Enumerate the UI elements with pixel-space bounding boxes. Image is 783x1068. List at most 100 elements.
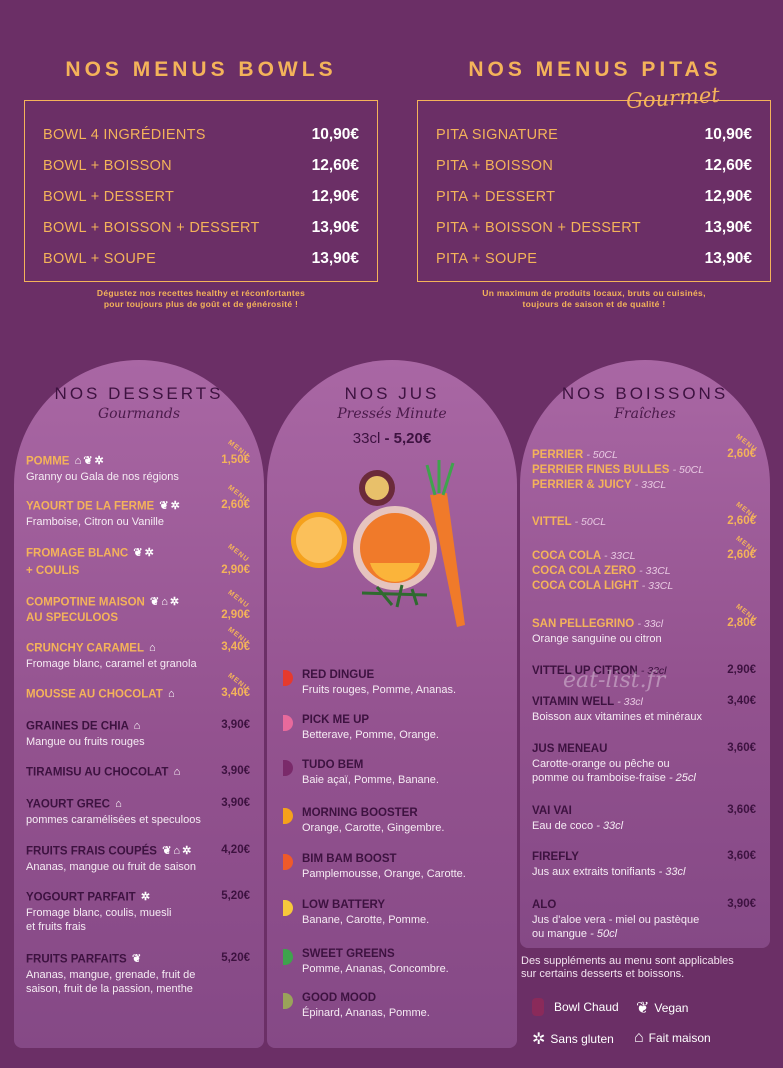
item-name: YAOURT DE LA FERME [26, 500, 155, 513]
dessert-item: POMME ⌂ ❦ ✲ Granny ou Gala de nos régions … [26, 454, 250, 484]
boisson-item: VAI VAI Eau de coco - 33cl 3,60€ [532, 804, 756, 833]
jus-item: TUDO BEM Baie açaï, Pomme, Banane. [283, 758, 507, 787]
legend-label: Vegan [654, 1001, 689, 1015]
item-desc: Framboise, Citron ou Vanille [26, 515, 164, 528]
item-name: FIREFLY [532, 851, 579, 863]
jus-size: 33cl [352, 430, 381, 447]
item-name: VITAMIN WELL [532, 696, 614, 708]
bowls-title: NOS MENUS BOWLS [65, 58, 337, 81]
jus-item: LOW BATTERY Banane, Carotte, Pomme. [283, 898, 507, 927]
item-name: YOGOURT PARFAIT [26, 891, 136, 904]
item-desc: Boisson aux vitamines et minéraux [532, 711, 702, 723]
sans-gluten-icon: ✲ [140, 891, 151, 903]
dessert-item: YAOURT DE LA FERME ❦ ✲ Framboise, Citron … [26, 499, 250, 529]
menu-price: 12,90€ [311, 187, 359, 205]
jus-item: BIM BAM BOOST Pamplemousse, Orange, Caro… [283, 852, 507, 881]
jus-desc: Fruits rouges, Pomme, Ananas. [302, 684, 457, 696]
menu-name: BOWL + SOUPE [43, 250, 157, 267]
item-name: POMME [26, 455, 70, 468]
item-price: 5,20€ [221, 890, 250, 902]
color-dot [283, 900, 293, 916]
jus-name: GOOD MOOD [302, 992, 377, 1004]
item-volume: - 33CL [639, 565, 671, 577]
desserts-title: NOS DESSERTS [54, 384, 224, 403]
menu-name: BOWL + BOISSON [43, 157, 172, 174]
dessert-item: COMPOTINE MAISON ❦ ⌂ ✲ AU SPECULOOS 2,90€ [26, 595, 250, 626]
boissons-subtitle: Fraîches [614, 406, 676, 422]
dessert-item: MOUSSE AU CHOCOLAT ⌂ 3,40€ [26, 687, 250, 703]
item-volume: - 33CL [603, 550, 636, 562]
item-name: SAN PELLEGRINO [532, 618, 635, 630]
menu-row: PITA + SOUPE 13,90€ [436, 243, 752, 274]
tagline-line: Un maximum de produits locaux, bruts ou … [482, 288, 706, 298]
jus-name: BIM BAM BOOST [302, 853, 397, 865]
item-price: 2,90€ [221, 609, 250, 621]
boisson-item: ALO Jus d'aloe vera - miel ou pastèque o… [532, 898, 756, 941]
item-price: 3,40€ [221, 641, 250, 653]
sans-gluten-icon: ✲ [170, 500, 180, 512]
jus-name: TUDO BEM [302, 759, 364, 771]
jus-title: NOS JUS [344, 384, 440, 403]
fait-maison-icon: ⌂ [173, 766, 181, 778]
dessert-item: TIRAMISU AU CHOCOLAT ⌂ 3,90€ [26, 765, 250, 781]
fait-maison-icon: ⌂ [167, 688, 175, 700]
jus-name: SWEET GREENS [302, 948, 395, 960]
desserts-subtitle: Gourmands [97, 406, 181, 422]
juice-illustration [291, 460, 465, 627]
menu-row: PITA + BOISSON 12,60€ [436, 150, 752, 181]
menu-row: BOWL + SOUPE 13,90€ [43, 243, 359, 274]
menu-name: PITA SIGNATURE [436, 126, 559, 143]
menu-row: PITA + DESSERT 12,90€ [436, 181, 752, 212]
dessert-item: FRUITS FRAIS COUPÉS ❦ ⌂ ✲ Ananas, mangue o… [26, 844, 250, 874]
item-name: JUS MENEAU [532, 743, 608, 755]
jus-subtitle: Pressés Minute [337, 406, 447, 422]
desserts-panel: NOS DESSERTS Gourmands POMME ⌂ ❦ ✲ Granny … [14, 360, 264, 1048]
color-dot [283, 760, 293, 776]
item-price: 1,50€ [221, 454, 250, 466]
menu-price: 13,90€ [704, 218, 752, 236]
item-name: VITTEL [532, 516, 572, 528]
jus-desc: Pomme, Ananas, Concombre. [302, 963, 449, 975]
item-price: 3,90€ [221, 797, 250, 809]
item-name: COCA COLA [532, 550, 601, 562]
boisson-item: SAN PELLEGRINO - 33cl Orange sanguine ou… [532, 617, 756, 646]
item-volume: - 33cl [637, 618, 664, 630]
item-name-line2: AU SPECULOOS [26, 611, 119, 624]
item-volume: - 50CL [672, 464, 705, 476]
watermark: eat-list.fr [563, 668, 666, 693]
jus-desc: Orange, Carotte, Gingembre. [302, 822, 445, 834]
boisson-item: VITAMIN WELL - 33cl Boisson aux vitamine… [532, 695, 756, 724]
menu-row: BOWL + DESSERT 12,90€ [43, 181, 359, 212]
fait-maison-icon: ⌂ [173, 845, 181, 857]
item-name: COMPOTINE MAISON [26, 596, 145, 609]
carrot-icon [430, 493, 465, 627]
item-desc: Mangue ou fruits rouges [26, 735, 145, 748]
vegan-icon: ❦ [83, 455, 93, 467]
dessert-item: FRUITS PARFAITS ❦ Ananas, mangue, grenad… [26, 952, 250, 996]
menu-name: BOWL 4 INGRÉDIENTS [43, 126, 206, 143]
boisson-item: VITTEL - 50CL 2,60€ [532, 515, 756, 530]
item-desc: Orange sanguine ou citron [532, 633, 662, 645]
tagline-line: pour toujours plus de goût et de généros… [103, 299, 299, 309]
boisson-group: PERRIER - 50CL PERRIER FINES BULLES - 50… [532, 448, 756, 493]
menu-price: 13,90€ [311, 218, 359, 236]
jus-desc: Baie açaï, Pomme, Banane. [302, 774, 439, 786]
item-price: 2,60€ [727, 515, 756, 527]
vegan-icon: ❦ [150, 596, 160, 608]
jus-desc: Banane, Carotte, Pomme. [302, 914, 430, 926]
legend-sans-gluten: ✲ Sans gluten [532, 1029, 614, 1049]
dessert-item: YOGOURT PARFAIT ✲ Fromage blanc, coulis,… [26, 890, 250, 934]
menu-price: 10,90€ [311, 125, 359, 143]
vegan-icon: ❦ [162, 845, 172, 857]
sans-gluten-icon: ✲ [94, 455, 104, 467]
item-name: TIRAMISU AU CHOCOLAT [26, 766, 169, 779]
item-desc: Jus aux extraits tonifiants [532, 866, 656, 878]
item-name: CRUNCHY CARAMEL [26, 642, 144, 655]
legend-label: Bowl Chaud [554, 1000, 619, 1014]
item-desc: Carotte-orange ou pêche ou [532, 758, 670, 770]
jus-name: MORNING BOOSTER [302, 807, 418, 819]
item-name: FRUITS PARFAITS [26, 953, 127, 966]
jus-size-price: 33cl - 5,20€ [267, 430, 517, 447]
fait-maison-icon: ⌂ [133, 720, 141, 732]
item-desc: Eau de coco [532, 820, 594, 832]
